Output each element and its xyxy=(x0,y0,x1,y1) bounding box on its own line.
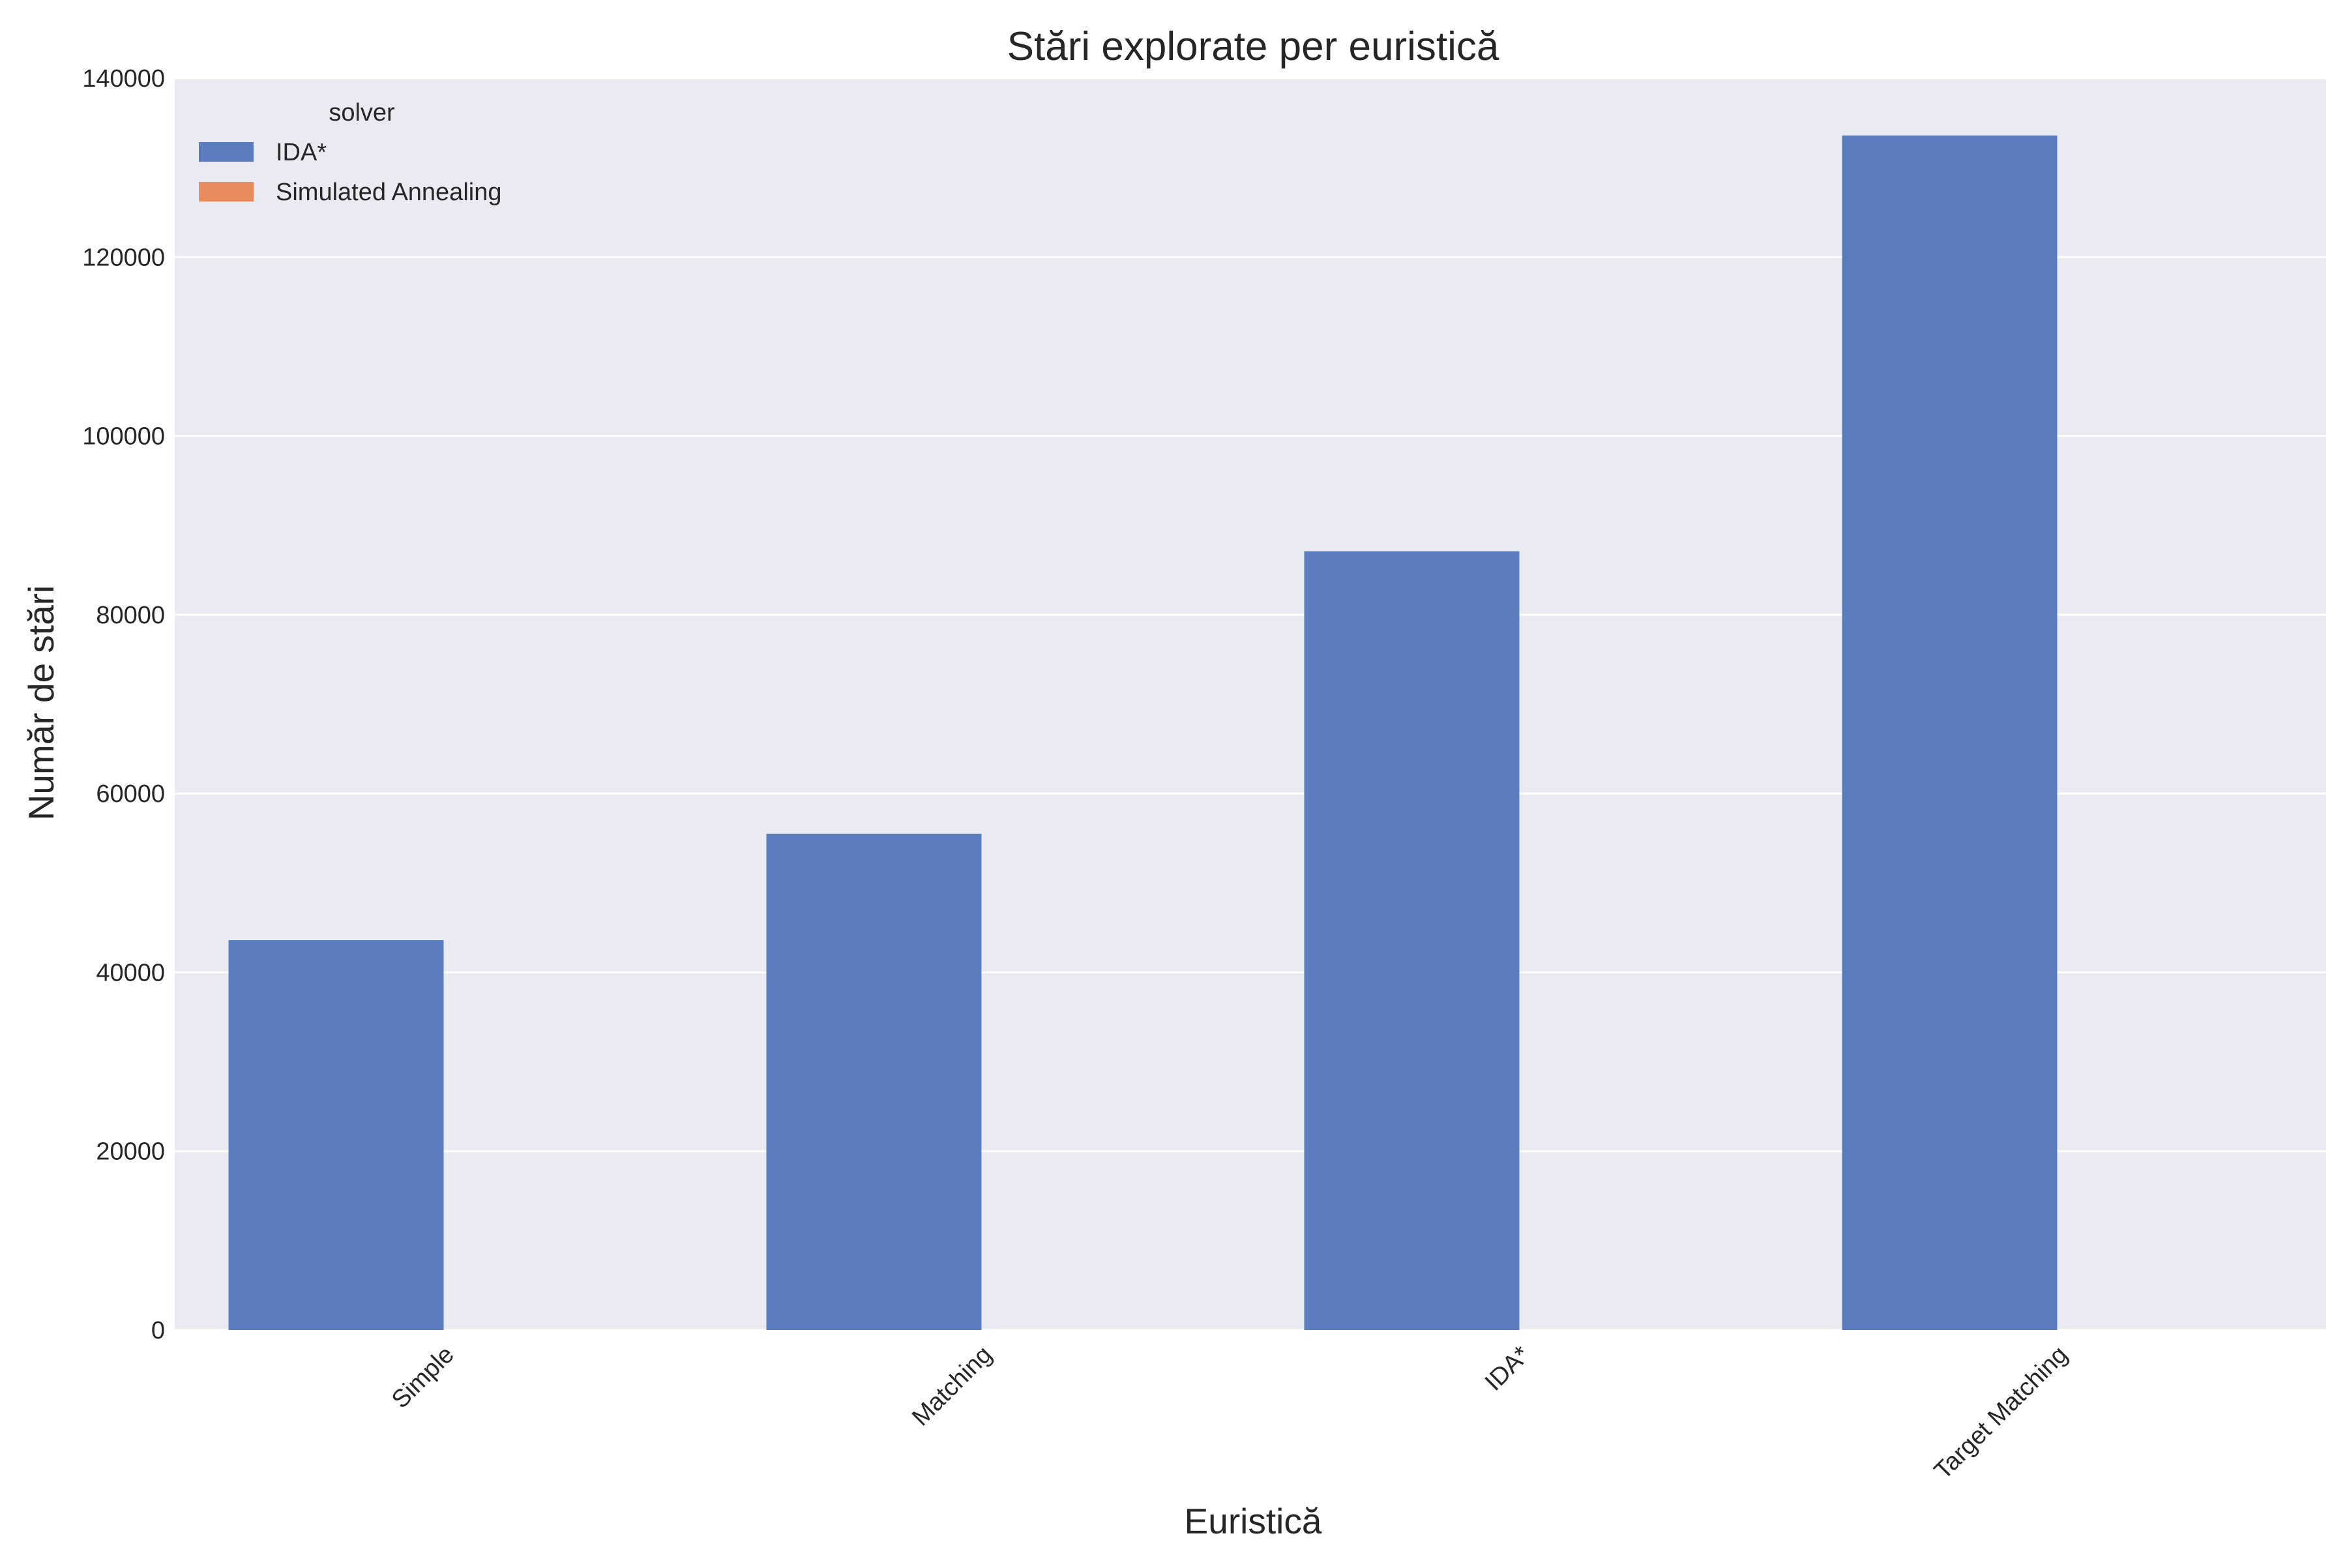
y-tick-label: 100000 xyxy=(82,423,165,451)
y-tick-label: 40000 xyxy=(96,959,165,986)
x-axis-label: Euristică xyxy=(1185,1501,1322,1541)
x-tick-label: Target Matching xyxy=(1929,1341,2073,1485)
y-axis-label: Număr de stări xyxy=(21,585,61,821)
y-axis-ticks: 0 20000 40000 60000 80000 100000 120000 140000 xyxy=(82,65,165,1344)
y-tick-label: 0 xyxy=(151,1317,165,1344)
legend-swatch-simulated-annealing xyxy=(199,182,254,201)
chart-title: Stări explorate per euristică xyxy=(1007,24,1499,69)
x-axis-ticks: Simple Matching IDA* Target Matching xyxy=(387,1341,2073,1485)
legend: solver IDA* Simulated Annealing xyxy=(199,99,501,206)
legend-label-simulated-annealing: Simulated Annealing xyxy=(276,179,501,206)
legend-label-ida: IDA* xyxy=(276,139,327,166)
bar-simple-series-0 xyxy=(228,940,444,1330)
y-tick-label: 60000 xyxy=(96,780,165,808)
bars xyxy=(228,135,2058,1330)
x-tick-label: Simple xyxy=(387,1341,460,1414)
bar-ida--series-0 xyxy=(1304,551,1520,1330)
y-tick-label: 140000 xyxy=(82,65,165,93)
x-tick-label: IDA* xyxy=(1480,1341,1535,1397)
bar-target-matching-series-0 xyxy=(1842,135,2058,1330)
y-tick-label: 20000 xyxy=(96,1138,165,1166)
y-tick-label: 120000 xyxy=(82,244,165,271)
bar-matching-series-0 xyxy=(766,833,982,1330)
x-tick-label: Matching xyxy=(907,1341,997,1432)
y-tick-label: 80000 xyxy=(96,602,165,629)
legend-title: solver xyxy=(329,99,395,126)
legend-swatch-ida xyxy=(199,142,254,162)
